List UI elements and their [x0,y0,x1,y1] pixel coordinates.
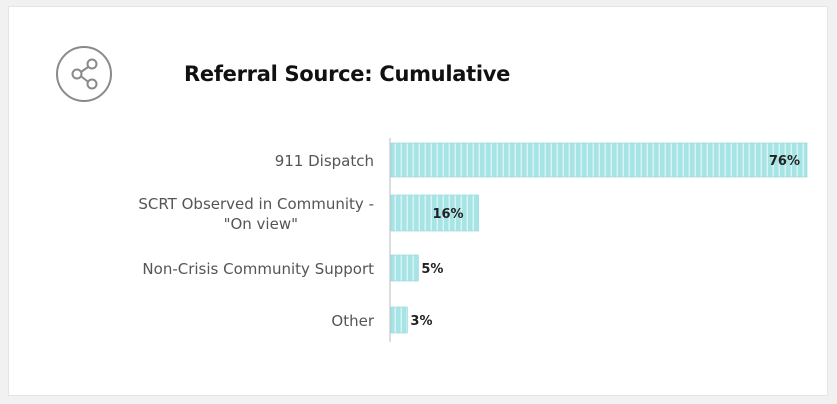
category-label-line: Other [331,312,374,330]
category-label-line: Non-Crisis Community Support [142,260,374,278]
category-label: Other [331,312,374,330]
chart-title: Referral Source: Cumulative [184,62,511,86]
bar [390,306,408,334]
value-label: 5% [421,262,443,277]
value-label: 3% [410,314,432,329]
bar [390,254,419,282]
bar [390,142,808,178]
share-icon [56,46,112,102]
category-label-line: 911 Dispatch [275,152,374,170]
bar [390,194,479,232]
category-label-line: SCRT Observed in Community - [138,195,374,213]
category-label: SCRT Observed in Community - "On view" [138,195,374,233]
value-label: 76% [769,154,800,169]
category-label: Non-Crisis Community Support [142,260,374,278]
category-label-line: "On view" [224,215,298,233]
category-label: 911 Dispatch [275,152,374,170]
value-label: 16% [432,207,463,222]
